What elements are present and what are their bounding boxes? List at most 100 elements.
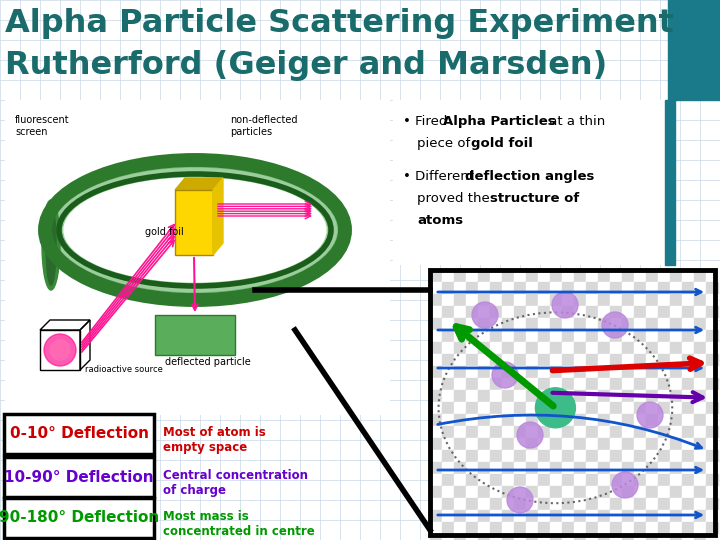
Bar (562, 306, 574, 318)
Bar (550, 366, 562, 378)
Bar (454, 522, 466, 534)
Bar (454, 414, 466, 426)
Bar (550, 402, 562, 414)
Bar (466, 414, 478, 426)
Bar (538, 450, 550, 462)
Bar (646, 270, 658, 282)
Bar (538, 414, 550, 426)
Bar (466, 390, 478, 402)
Bar (610, 402, 622, 414)
Bar (442, 330, 454, 342)
Bar (430, 486, 442, 498)
Bar (502, 414, 514, 426)
Bar (430, 270, 442, 282)
Bar (694, 282, 706, 294)
Bar (634, 498, 646, 510)
Bar (454, 330, 466, 342)
Bar (430, 498, 442, 510)
Bar (562, 474, 574, 486)
Bar (514, 330, 526, 342)
Bar (490, 390, 502, 402)
Bar (670, 414, 682, 426)
Bar (514, 378, 526, 390)
Bar (634, 354, 646, 366)
Bar (610, 510, 622, 522)
Bar (514, 462, 526, 474)
Bar (682, 354, 694, 366)
Bar (490, 402, 502, 414)
Bar (706, 414, 718, 426)
Bar (562, 426, 574, 438)
Bar (682, 342, 694, 354)
Bar (466, 378, 478, 390)
Bar (610, 366, 622, 378)
Bar (658, 282, 670, 294)
Bar (586, 462, 598, 474)
Bar (598, 510, 610, 522)
Bar (526, 354, 538, 366)
Bar (682, 366, 694, 378)
Bar (442, 354, 454, 366)
Bar (706, 378, 718, 390)
Bar (478, 486, 490, 498)
Bar (562, 390, 574, 402)
Bar (634, 534, 646, 540)
Bar (670, 354, 682, 366)
Bar (622, 342, 634, 354)
Bar (598, 438, 610, 450)
Bar (694, 498, 706, 510)
Bar (622, 510, 634, 522)
Bar (502, 534, 514, 540)
Bar (393, 100, 665, 265)
Bar (442, 366, 454, 378)
Bar (430, 510, 442, 522)
Bar (466, 474, 478, 486)
Bar (706, 522, 718, 534)
Bar (598, 474, 610, 486)
Bar (586, 366, 598, 378)
Bar (526, 390, 538, 402)
Bar (538, 378, 550, 390)
Bar (682, 306, 694, 318)
Bar (562, 462, 574, 474)
Bar (706, 534, 718, 540)
Bar (622, 534, 634, 540)
Bar (610, 342, 622, 354)
Bar (538, 510, 550, 522)
Bar (490, 462, 502, 474)
Bar (562, 318, 574, 330)
Bar (574, 450, 586, 462)
Bar (586, 426, 598, 438)
Text: atoms: atoms (417, 214, 463, 227)
Bar (490, 498, 502, 510)
Text: Most mass is
concentrated in centre: Most mass is concentrated in centre (163, 510, 315, 538)
Bar (514, 438, 526, 450)
Bar (466, 534, 478, 540)
Bar (646, 366, 658, 378)
Bar (658, 306, 670, 318)
Bar (466, 342, 478, 354)
Bar (490, 306, 502, 318)
Bar (502, 522, 514, 534)
Bar (670, 510, 682, 522)
Bar (634, 294, 646, 306)
Bar (598, 462, 610, 474)
Bar (670, 426, 682, 438)
Bar (538, 402, 550, 414)
Bar (682, 294, 694, 306)
Bar (682, 438, 694, 450)
Bar (526, 330, 538, 342)
Bar (454, 450, 466, 462)
Text: gold foil: gold foil (471, 137, 533, 150)
FancyBboxPatch shape (4, 414, 154, 454)
Bar (658, 354, 670, 366)
Bar (454, 366, 466, 378)
Bar (670, 474, 682, 486)
Bar (550, 282, 562, 294)
Bar (442, 318, 454, 330)
Bar (550, 498, 562, 510)
Bar (694, 414, 706, 426)
Bar (526, 438, 538, 450)
Bar (526, 378, 538, 390)
Bar (466, 438, 478, 450)
